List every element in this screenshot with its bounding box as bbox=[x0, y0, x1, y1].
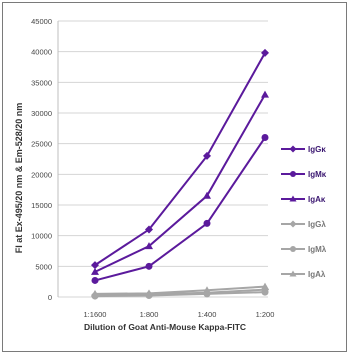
data-point-diamond bbox=[145, 225, 153, 234]
legend-label: IgAλ bbox=[308, 270, 326, 279]
legend-item: IgAκ bbox=[281, 195, 326, 204]
chart-frame: 0 5000 10000 15000 20000 25000 30000 35000 40000… bbox=[2, 2, 347, 352]
data-point-triangle bbox=[261, 90, 269, 98]
data-point-triangle bbox=[91, 267, 99, 275]
x-tick-label: 1:800 bbox=[140, 310, 159, 319]
data-point-triangle bbox=[289, 270, 297, 277]
data-point-circle bbox=[290, 171, 296, 177]
y-tick-label: 5000 bbox=[35, 262, 52, 271]
line-chart: 0 5000 10000 15000 20000 25000 30000 35000 40000… bbox=[14, 17, 327, 332]
y-tick-label: 0 bbox=[48, 293, 52, 302]
data-point-diamond bbox=[261, 48, 269, 57]
legend-item: IgMκ bbox=[281, 170, 327, 179]
x-axis-label: Dilution of Goat Anti-Mouse Kappa-FITC bbox=[84, 322, 246, 332]
series-IgAκ bbox=[91, 90, 269, 275]
data-point-circle bbox=[290, 246, 296, 252]
x-tick-label: 1:200 bbox=[256, 310, 275, 319]
series-IgGκ bbox=[91, 48, 269, 270]
x-tick-label: 1:400 bbox=[198, 310, 217, 319]
data-point-diamond bbox=[91, 291, 99, 300]
data-point-diamond bbox=[289, 220, 297, 228]
y-tick-label: 15000 bbox=[31, 201, 52, 210]
legend-label: IgGκ bbox=[308, 145, 326, 154]
data-point-triangle bbox=[203, 191, 211, 199]
legend-label: IgMκ bbox=[308, 170, 327, 179]
series-line bbox=[94, 288, 266, 297]
series-line bbox=[94, 136, 266, 282]
legend-item: IgAλ bbox=[281, 270, 326, 279]
x-tick-label: 1:1600 bbox=[84, 310, 107, 319]
data-point-triangle bbox=[145, 242, 153, 250]
y-tick-label: 20000 bbox=[31, 170, 52, 179]
legend-label: IgMλ bbox=[308, 245, 327, 254]
series-IgMκ bbox=[91, 134, 269, 284]
series-IgGλ bbox=[91, 285, 269, 300]
y-tick-label: 25000 bbox=[31, 140, 52, 149]
legend-item: IgMλ bbox=[281, 245, 327, 254]
legend: IgGκ IgMκ IgAκ IgGλ IgMλ IgAλ bbox=[281, 145, 327, 279]
y-tick-label: 45000 bbox=[31, 17, 52, 26]
data-point-circle bbox=[145, 262, 153, 270]
legend-item: IgGλ bbox=[281, 220, 326, 229]
series-line bbox=[94, 94, 266, 273]
legend-label: IgAκ bbox=[308, 195, 326, 204]
legend-label: IgGλ bbox=[308, 220, 326, 229]
y-axis-label: FI at Ex-495/20 nm & Em-528/20 nm bbox=[14, 103, 24, 254]
series-line bbox=[94, 52, 266, 266]
y-tick-label: 30000 bbox=[31, 109, 52, 118]
y-tick-label: 35000 bbox=[31, 78, 52, 87]
data-point-circle bbox=[261, 134, 269, 142]
series-line bbox=[94, 285, 266, 295]
data-point-diamond bbox=[203, 288, 211, 297]
data-point-diamond bbox=[145, 290, 153, 299]
y-tick-label: 10000 bbox=[31, 232, 52, 241]
series-lines bbox=[91, 48, 269, 300]
y-tick-label: 40000 bbox=[31, 48, 52, 57]
data-point-diamond bbox=[91, 261, 99, 270]
x-tick-labels: 1:1600 1:800 1:400 1:200 bbox=[84, 310, 275, 319]
data-point-circle bbox=[203, 219, 211, 227]
data-point-triangle bbox=[289, 195, 297, 202]
data-point-circle bbox=[91, 276, 99, 284]
series-line bbox=[94, 291, 266, 298]
data-point-diamond bbox=[203, 151, 211, 160]
legend-item: IgGκ bbox=[281, 145, 326, 154]
y-tick-labels: 0 5000 10000 15000 20000 25000 30000 35000 40000… bbox=[31, 17, 52, 302]
data-point-diamond bbox=[289, 145, 297, 153]
data-point-diamond bbox=[261, 285, 269, 294]
